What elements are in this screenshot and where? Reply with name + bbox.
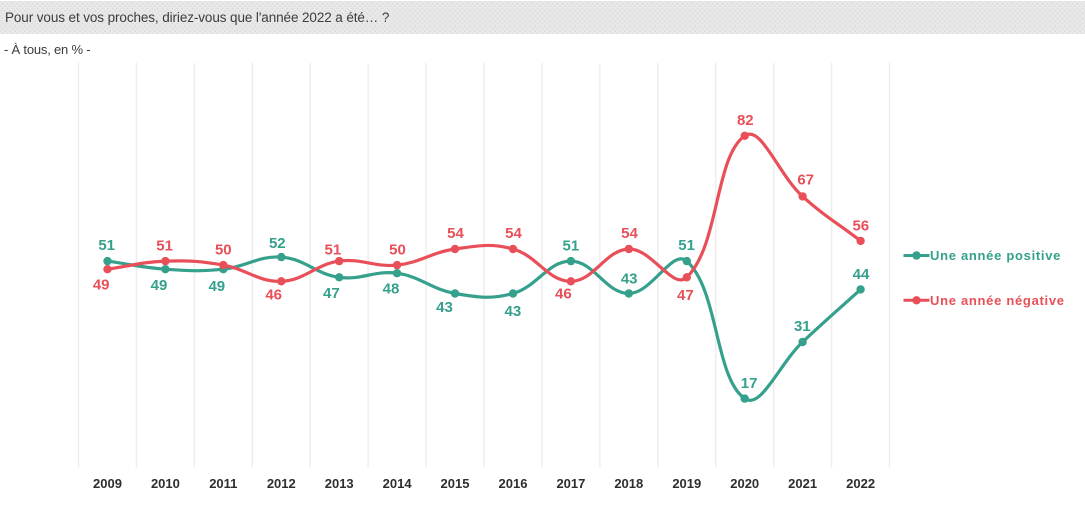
- svg-text:49: 49: [151, 277, 168, 294]
- svg-text:51: 51: [678, 237, 695, 254]
- svg-text:54: 54: [621, 225, 638, 242]
- svg-text:2019: 2019: [672, 476, 701, 491]
- svg-text:51: 51: [563, 237, 580, 254]
- svg-text:49: 49: [208, 278, 225, 295]
- svg-text:47: 47: [323, 285, 340, 302]
- svg-text:2021: 2021: [788, 476, 817, 491]
- svg-text:Une année négative: Une année négative: [930, 293, 1065, 308]
- svg-text:49: 49: [93, 276, 110, 293]
- svg-text:51: 51: [98, 237, 115, 254]
- svg-text:2016: 2016: [499, 476, 528, 491]
- svg-text:43: 43: [505, 303, 522, 320]
- svg-text:2013: 2013: [325, 476, 354, 491]
- svg-text:2020: 2020: [730, 476, 759, 491]
- svg-text:51: 51: [156, 237, 173, 254]
- svg-text:2009: 2009: [93, 476, 122, 491]
- svg-text:47: 47: [677, 287, 694, 304]
- svg-text:31: 31: [794, 318, 811, 335]
- svg-text:50: 50: [389, 242, 406, 259]
- svg-text:43: 43: [621, 270, 638, 287]
- svg-text:2018: 2018: [614, 476, 643, 491]
- svg-text:82: 82: [737, 112, 754, 129]
- svg-text:50: 50: [215, 242, 232, 259]
- svg-text:2022: 2022: [846, 476, 875, 491]
- svg-text:51: 51: [325, 241, 342, 258]
- svg-text:48: 48: [383, 280, 400, 297]
- svg-text:2015: 2015: [441, 476, 470, 491]
- svg-text:2014: 2014: [383, 476, 413, 491]
- svg-text:54: 54: [447, 225, 464, 242]
- svg-text:52: 52: [269, 235, 286, 252]
- svg-text:17: 17: [741, 375, 758, 392]
- svg-text:43: 43: [436, 299, 453, 316]
- svg-text:2012: 2012: [267, 476, 296, 491]
- svg-text:46: 46: [265, 286, 282, 303]
- svg-text:67: 67: [797, 172, 814, 189]
- svg-text:Une année positive: Une année positive: [930, 248, 1061, 263]
- svg-text:2010: 2010: [151, 476, 180, 491]
- svg-text:46: 46: [555, 285, 572, 302]
- svg-text:2017: 2017: [556, 476, 585, 491]
- svg-text:44: 44: [853, 266, 870, 283]
- svg-text:56: 56: [852, 217, 869, 234]
- svg-text:54: 54: [505, 225, 522, 242]
- svg-text:2011: 2011: [209, 476, 237, 491]
